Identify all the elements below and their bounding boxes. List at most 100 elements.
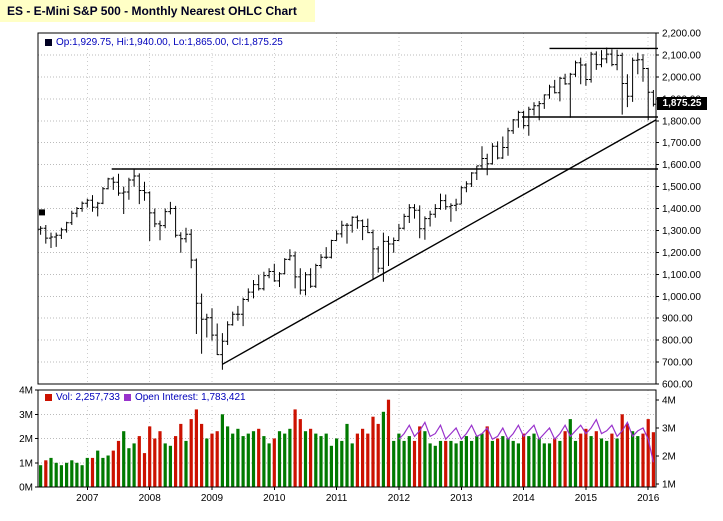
volume-bar — [49, 457, 53, 487]
ohlc-bar — [350, 216, 355, 233]
volume-bar — [527, 436, 531, 487]
ohlc-bar — [168, 201, 173, 215]
ohlc-bar — [474, 165, 479, 180]
svg-text:3M: 3M — [19, 410, 33, 421]
volume-bar — [470, 440, 474, 487]
ohlc-bar — [178, 232, 183, 253]
ohlc-bar — [59, 227, 64, 239]
svg-text:1,100.00: 1,100.00 — [662, 270, 701, 281]
ohlc-bar — [256, 274, 261, 291]
ohlc-bar — [261, 271, 267, 291]
svg-text:1M: 1M — [662, 480, 676, 491]
volume-bar — [257, 428, 261, 487]
volume-bar — [137, 436, 141, 487]
volume-bar — [366, 433, 370, 487]
volume-bar — [501, 436, 505, 487]
volume-bar — [314, 433, 318, 487]
last-price-marker: 1,875.25 — [657, 97, 707, 110]
volume-bar — [179, 423, 183, 487]
volume-bar — [283, 433, 287, 487]
volume-bar — [506, 438, 510, 487]
volume-bar — [615, 438, 619, 487]
ohlc-bar — [215, 323, 220, 356]
volume-bar — [620, 414, 624, 487]
ohlc-bar — [277, 272, 282, 287]
volume-bar — [573, 440, 578, 487]
ohlc-bar — [651, 90, 656, 107]
ohlc-bar — [121, 186, 126, 214]
ohlc-bar — [230, 311, 235, 326]
ohlc-bar — [646, 67, 651, 121]
ohlc-bar — [329, 239, 334, 259]
ohlc-bar — [142, 181, 147, 201]
svg-text:2010: 2010 — [263, 493, 286, 504]
volume-bar — [496, 438, 500, 487]
ohlc-bar — [282, 258, 287, 275]
ohlc-bar — [209, 308, 215, 341]
svg-text:2008: 2008 — [139, 493, 162, 504]
volume-bar — [371, 416, 375, 487]
volume-bar — [298, 419, 302, 487]
svg-text:900.00: 900.00 — [662, 314, 693, 325]
ohlc-bar — [640, 54, 646, 82]
volume-bar — [412, 440, 417, 487]
ohlc-bar — [90, 195, 95, 212]
ohlc-bar — [157, 220, 163, 241]
gridlines — [38, 33, 656, 487]
svg-text:3M: 3M — [662, 424, 676, 435]
ohlc-bar — [339, 220, 344, 238]
ohlc-bar — [54, 232, 59, 247]
ohlc-bar — [479, 146, 485, 169]
svg-text:0M: 0M — [19, 483, 33, 494]
ohlc-bar — [360, 219, 365, 241]
svg-text:4M: 4M — [19, 386, 33, 397]
svg-text:4M: 4M — [662, 396, 676, 407]
volume-bar — [236, 428, 240, 487]
volume-bar — [376, 423, 380, 487]
volume-bar — [148, 426, 152, 487]
ohlc-bar — [365, 218, 370, 234]
svg-text:2M: 2M — [662, 452, 676, 463]
ohlc-bar — [391, 237, 396, 253]
ohlc-legend: Op:1,929.75, Hi:1,940.00, Lo:1,865.00, C… — [41, 36, 287, 49]
ohlc-bar — [292, 251, 298, 289]
svg-text:600.00: 600.00 — [662, 380, 693, 391]
volume-bar — [174, 436, 178, 487]
ohlc-bar — [557, 76, 563, 102]
panel-frames — [37, 32, 657, 488]
ohlc-bar — [194, 258, 199, 334]
volume-bar — [163, 443, 167, 487]
svg-text:1,000.00: 1,000.00 — [662, 292, 701, 303]
ohlc-bar — [490, 143, 495, 165]
volume-bar — [631, 431, 635, 487]
ohlc-bar — [266, 268, 272, 279]
ohlc-bar — [95, 201, 100, 217]
ohlc-bar — [376, 246, 381, 273]
ohlc-bar — [272, 263, 277, 282]
ohlc-bar — [69, 210, 74, 225]
svg-text:2M: 2M — [19, 434, 33, 445]
ohlc-bar — [324, 247, 329, 259]
volume-bar — [246, 433, 250, 487]
ohlc-bar — [189, 229, 194, 269]
volume-bar — [329, 445, 333, 487]
ohlc-bar — [303, 272, 308, 296]
ohlc-bar — [568, 72, 573, 118]
volume-bar — [579, 433, 583, 487]
volume-bar — [547, 443, 552, 487]
volume-bar — [205, 438, 209, 487]
volume-bar — [54, 462, 58, 487]
volume-bar — [340, 440, 344, 487]
volume-bar — [485, 426, 489, 487]
volume-bars — [39, 399, 655, 487]
ohlc-bar — [111, 176, 116, 190]
volume-bar — [184, 440, 188, 487]
trendline — [222, 119, 657, 365]
volume-bar — [522, 433, 526, 487]
volume-bar — [449, 440, 453, 487]
ohlc-bar — [516, 110, 521, 128]
svg-text:2,000.00: 2,000.00 — [662, 72, 701, 83]
volume-bar — [397, 433, 401, 487]
